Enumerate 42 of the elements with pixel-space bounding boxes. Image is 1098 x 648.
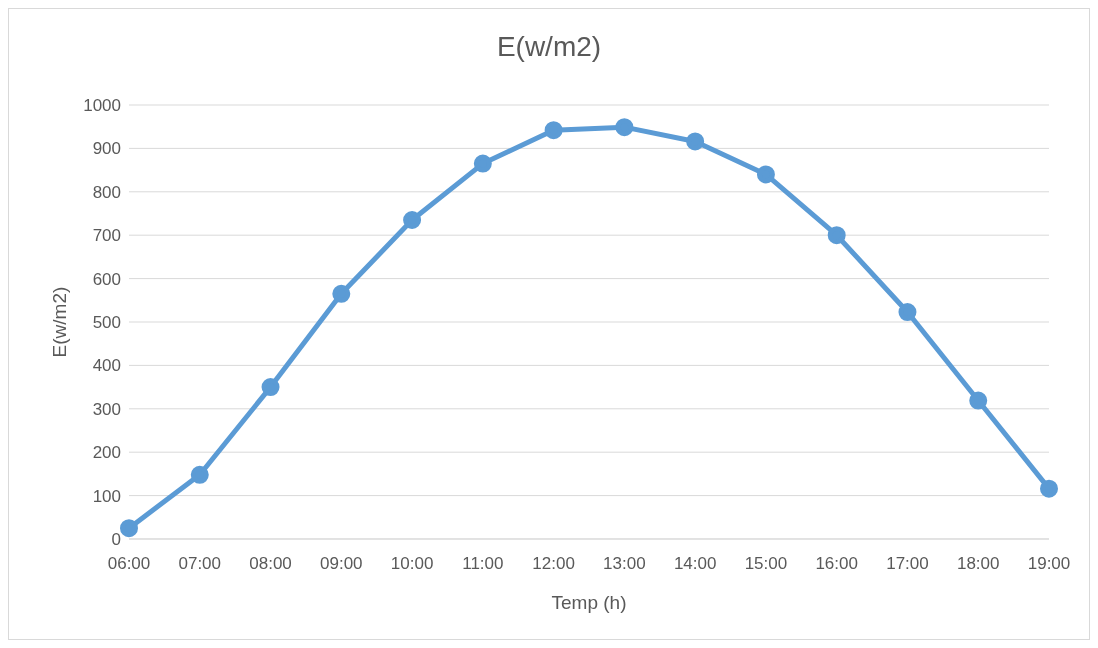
y-tick-label: 800: [92, 182, 121, 202]
x-tick-label: 12:00: [532, 554, 575, 574]
point: [403, 211, 422, 230]
point: [544, 121, 563, 140]
y-tick-label: 700: [92, 226, 121, 246]
point: [615, 118, 634, 137]
x-tick-label: 06:00: [107, 554, 151, 574]
x-tick-label: 08:00: [249, 554, 292, 574]
point: [120, 519, 138, 538]
y-tick-label: 200: [92, 443, 121, 463]
x-tick-label: 19:00: [1027, 554, 1071, 574]
x-tick-label: 10:00: [390, 554, 434, 574]
x-tick-label: 09:00: [320, 554, 363, 574]
point: [332, 284, 351, 303]
point: [686, 132, 705, 151]
x-tick-label: 14:00: [673, 554, 717, 574]
y-axis-title: E(w/m2): [48, 286, 70, 358]
y-tick-label: 300: [92, 399, 121, 419]
x-axis-title: Temp (h): [551, 592, 627, 613]
x-tick-label: 16:00: [815, 554, 858, 574]
point: [827, 226, 846, 245]
y-tick-label: 900: [92, 139, 121, 159]
chart-title: E(w/m2): [495, 31, 603, 63]
point: [1040, 479, 1058, 498]
y-tick-label: 500: [92, 313, 121, 333]
point: [756, 165, 775, 184]
point: [473, 154, 492, 173]
point: [190, 465, 209, 484]
x-tick-label: 15:00: [744, 554, 788, 574]
x-tick-label: 13:00: [603, 554, 646, 574]
x-tick-label: 18:00: [956, 554, 1000, 574]
point: [261, 378, 280, 397]
point: [969, 391, 988, 410]
y-tick-label: 400: [92, 356, 121, 376]
x-tick-label: 11:00: [462, 554, 504, 574]
y-tick-label: 0: [111, 530, 121, 550]
x-tick-label: 17:00: [886, 554, 929, 574]
y-tick-label: 100: [92, 486, 121, 506]
y-tick-label: 600: [92, 269, 121, 289]
y-tick-label: 1000: [83, 96, 121, 116]
x-tick-label: 07:00: [178, 554, 222, 574]
point: [898, 303, 917, 322]
